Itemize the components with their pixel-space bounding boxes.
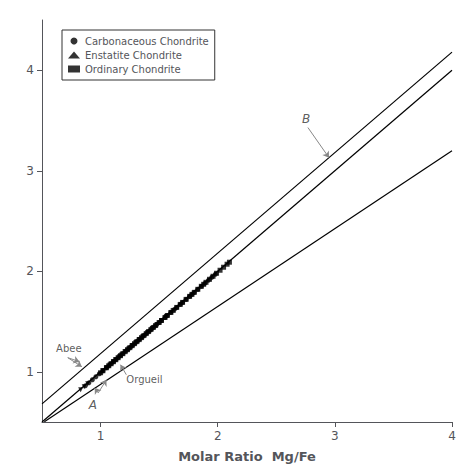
- svg-text:Ordinary Chondrite: Ordinary Chondrite: [85, 64, 181, 75]
- svg-text:Abee: Abee: [56, 343, 82, 354]
- svg-text:1: 1: [97, 429, 105, 443]
- svg-text:2: 2: [26, 264, 34, 278]
- svg-text:B: B: [302, 112, 310, 126]
- svg-text:Enstatite Chondrite: Enstatite Chondrite: [85, 50, 182, 61]
- svg-text:A: A: [88, 398, 97, 412]
- svg-text:1: 1: [26, 365, 34, 379]
- svg-text:4: 4: [448, 429, 456, 443]
- svg-text:2: 2: [214, 429, 222, 443]
- svg-text:4: 4: [26, 63, 34, 77]
- svg-text:Carbonaceous Chondrite: Carbonaceous Chondrite: [85, 36, 209, 47]
- svg-text:Orgueil: Orgueil: [126, 374, 162, 385]
- svg-text:3: 3: [331, 429, 339, 443]
- svg-text:3: 3: [26, 164, 34, 178]
- svg-text:Molar Ratio Mg/Fe: Molar Ratio Mg/Fe: [178, 449, 316, 464]
